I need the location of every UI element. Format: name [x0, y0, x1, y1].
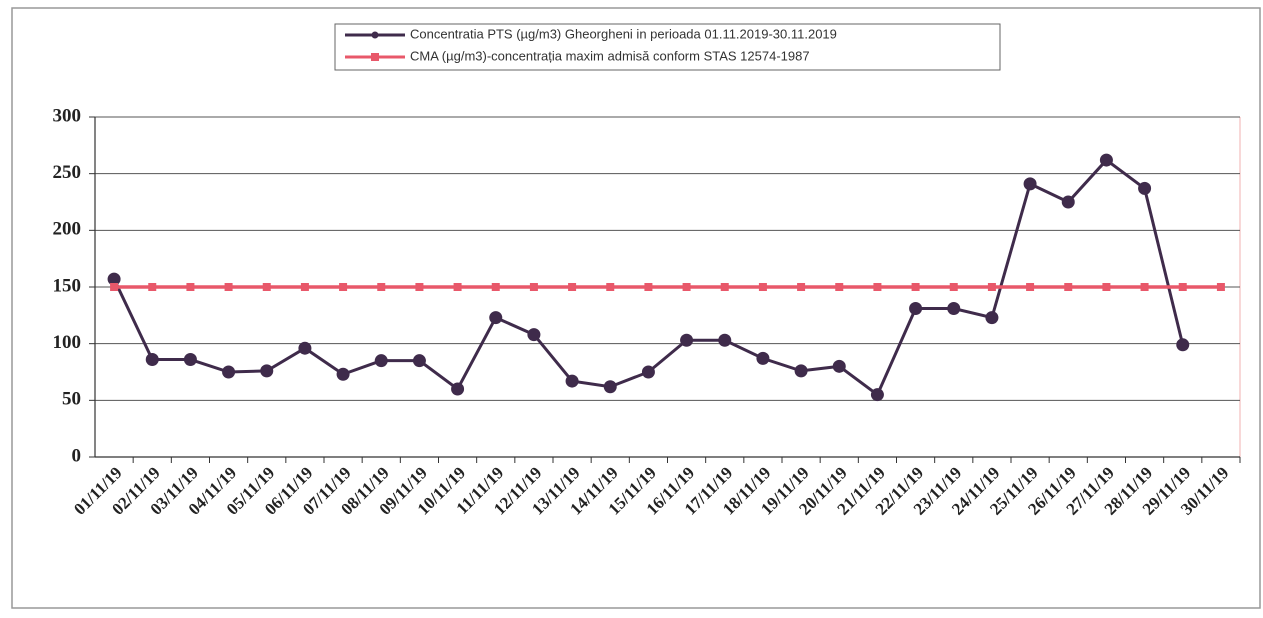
- data-point: [832, 359, 846, 373]
- data-point: [641, 365, 655, 379]
- data-point: [1023, 177, 1037, 191]
- data-point: [911, 283, 920, 291]
- data-point: [718, 333, 732, 347]
- data-point: [339, 283, 348, 291]
- data-point: [336, 367, 350, 381]
- data-point: [797, 283, 806, 291]
- legend-marker: [371, 53, 379, 61]
- data-point: [987, 283, 996, 291]
- legend-label: Concentratia PTS (µg/m3) Gheorgheni in p…: [410, 26, 837, 41]
- y-tick-label: 200: [53, 219, 82, 240]
- data-point: [947, 302, 961, 316]
- y-tick-label: 100: [53, 332, 82, 353]
- data-point: [1064, 283, 1073, 291]
- data-point: [1026, 283, 1035, 291]
- data-point: [412, 354, 426, 368]
- data-point: [377, 283, 386, 291]
- data-point: [603, 380, 617, 394]
- y-tick-label: 300: [53, 105, 82, 126]
- data-point: [110, 283, 119, 291]
- data-point: [909, 302, 923, 316]
- data-point: [985, 311, 999, 325]
- data-point: [300, 283, 309, 291]
- data-point: [298, 341, 312, 355]
- data-point: [870, 388, 884, 402]
- data-point: [1140, 283, 1149, 291]
- data-point: [794, 364, 808, 378]
- legend-marker: [371, 31, 379, 39]
- data-point: [568, 283, 577, 291]
- data-point: [415, 283, 424, 291]
- data-point: [835, 283, 844, 291]
- data-point: [565, 374, 579, 388]
- data-point: [183, 353, 197, 367]
- data-point: [489, 311, 503, 325]
- data-point: [186, 283, 195, 291]
- y-tick-label: 0: [72, 445, 82, 466]
- data-point: [222, 365, 236, 379]
- data-point: [758, 283, 767, 291]
- data-point: [260, 364, 274, 378]
- data-point: [680, 333, 694, 347]
- data-point: [1061, 195, 1075, 209]
- legend: Concentratia PTS (µg/m3) Gheorgheni in p…: [334, 23, 1001, 71]
- data-point: [644, 283, 653, 291]
- chart-frame: [11, 7, 1261, 609]
- data-point: [1216, 283, 1225, 291]
- data-point: [107, 272, 121, 286]
- legend-box: [334, 23, 1001, 71]
- data-point: [451, 382, 465, 396]
- data-point: [224, 283, 233, 291]
- data-point: [606, 283, 615, 291]
- data-point: [873, 283, 882, 291]
- data-point: [1138, 181, 1152, 195]
- data-point: [374, 354, 388, 368]
- y-tick-label: 50: [62, 389, 81, 410]
- data-point: [527, 328, 541, 342]
- y-tick-label: 250: [53, 162, 82, 183]
- data-point: [682, 283, 691, 291]
- data-point: [756, 351, 770, 365]
- data-point: [148, 283, 157, 291]
- data-point: [949, 283, 958, 291]
- data-point: [1176, 338, 1190, 352]
- data-point: [1099, 153, 1113, 167]
- y-tick-label: 150: [53, 275, 82, 296]
- data-point: [453, 283, 462, 291]
- data-point: [720, 283, 729, 291]
- data-point: [1178, 283, 1187, 291]
- data-point: [145, 353, 159, 367]
- data-point: [491, 283, 500, 291]
- data-point: [262, 283, 271, 291]
- data-point: [529, 283, 538, 291]
- legend-label: CMA (µg/m3)-concentrația maxim admisă co…: [410, 48, 810, 63]
- data-point: [1102, 283, 1111, 291]
